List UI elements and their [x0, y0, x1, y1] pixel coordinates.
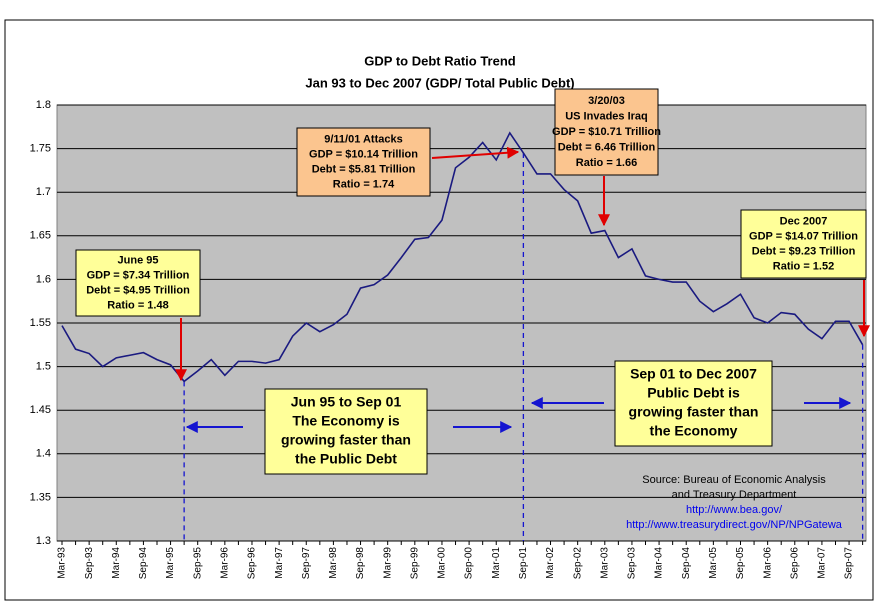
annotation-text: GDP = $10.71 Trillion	[552, 126, 661, 138]
annotation-text: Ratio = 1.52	[773, 260, 834, 272]
x-tick-label: Mar-05	[708, 547, 719, 579]
x-tick-label: Mar-02	[545, 547, 556, 579]
x-tick-label: Mar-98	[328, 547, 339, 579]
annotation-box	[75, 249, 201, 317]
annotation-text: 9/11/01 Attacks	[324, 133, 402, 145]
annotation-text: 3/20/03	[588, 95, 625, 107]
annotation-text: the Economy	[650, 423, 738, 439]
x-tick-label: Sep-03	[627, 547, 638, 580]
x-tick-label: Mar-01	[491, 547, 502, 579]
x-tick-label: Mar-99	[382, 547, 393, 579]
source-text: Source: Bureau of Economic Analysis	[642, 474, 826, 486]
x-tick-label: Sep-99	[409, 547, 420, 580]
annotation-text: The Economy is	[292, 413, 400, 429]
x-tick-label: Sep-94	[138, 547, 149, 580]
x-tick-label: Mar-03	[599, 547, 610, 579]
annotation-box	[264, 388, 428, 475]
annotation-text: Public Debt is	[647, 385, 740, 401]
x-tick-label: Sep-00	[464, 547, 475, 580]
annotation-text: the Public Debt	[295, 451, 397, 467]
annotation-text: Debt = 6.46 Trillion	[558, 141, 656, 153]
x-tick-label: Mar-97	[274, 547, 285, 579]
x-tick-label: Mar-04	[654, 547, 665, 579]
x-tick-label: Sep-07	[844, 547, 855, 580]
annotation-text: GDP = $7.34 Trillion	[87, 269, 190, 281]
x-tick-label: Mar-07	[817, 547, 828, 579]
x-tick-label: Mar-93	[57, 547, 68, 579]
y-tick-label: 1.55	[30, 317, 51, 329]
x-tick-label: Sep-93	[84, 547, 95, 580]
x-tick-label: Sep-06	[789, 547, 800, 580]
annotation-text: Ratio = 1.66	[576, 157, 637, 169]
x-tick-label: Sep-96	[247, 547, 258, 580]
source-link[interactable]: http://www.bea.gov/	[686, 504, 783, 516]
x-tick-label: Sep-04	[681, 547, 692, 580]
annotation-text: growing faster than	[281, 432, 411, 448]
x-tick-label: Mar-95	[165, 547, 176, 579]
y-tick-label: 1.5	[36, 361, 51, 373]
annotation-text: GDP = $10.14 Trillion	[309, 148, 418, 160]
annotation-text: Ratio = 1.74	[333, 178, 395, 190]
arrow	[431, 146, 520, 159]
y-tick-label: 1.65	[30, 230, 51, 242]
annotation-text: Debt = $9.23 Trillion	[752, 245, 856, 257]
y-tick-label: 1.4	[36, 448, 51, 460]
annotation-text: Jun 95 to Sep 01	[291, 394, 402, 410]
annotation-text: Debt = $5.81 Trillion	[312, 163, 416, 175]
annotation-text: June 95	[118, 254, 159, 266]
annotation-box	[296, 127, 431, 197]
y-tick-label: 1.3	[36, 535, 51, 547]
x-tick-label: Sep-05	[735, 547, 746, 580]
chart-subtitle: Jan 93 to Dec 2007 (GDP/ Total Public De…	[305, 75, 574, 90]
annotation-box	[614, 360, 773, 447]
x-tick-label: Mar-94	[111, 547, 122, 579]
y-tick-label: 1.6	[36, 273, 51, 285]
y-tick-label: 1.7	[36, 186, 51, 198]
source-link[interactable]: http://www.treasurydirect.gov/NP/NPGatew…	[626, 519, 843, 531]
annotation-text: Ratio = 1.48	[107, 299, 168, 311]
chart-title: GDP to Debt Ratio Trend	[364, 53, 515, 68]
annotation-box	[554, 88, 659, 176]
annotation-text: Dec 2007	[780, 215, 828, 227]
annotation-text: US Invades Iraq	[565, 110, 648, 122]
annotation-text: growing faster than	[629, 404, 759, 420]
x-tick-label: Sep-98	[355, 547, 366, 580]
y-tick-label: 1.35	[30, 491, 51, 503]
data-line	[61, 131, 864, 383]
x-tick-label: Sep-97	[301, 547, 312, 580]
x-tick-label: Mar-96	[219, 547, 230, 579]
annotation-text: Sep 01 to Dec 2007	[630, 366, 757, 382]
x-tick-label: Sep-02	[572, 547, 583, 580]
annotation-text: GDP = $14.07 Trillion	[749, 230, 858, 242]
x-tick-label: Mar-06	[762, 547, 773, 579]
source-text: and Treasury Department	[672, 489, 797, 501]
y-tick-label: 1.75	[30, 143, 51, 155]
x-tick-label: Mar-00	[437, 547, 448, 579]
annotation-text: Debt = $4.95 Trillion	[86, 284, 190, 296]
y-tick-label: 1.8	[36, 99, 51, 111]
annotation-box	[740, 209, 867, 279]
x-tick-label: Sep-95	[192, 547, 203, 580]
y-tick-label: 1.45	[30, 404, 51, 416]
x-tick-label: Sep-01	[518, 547, 529, 580]
